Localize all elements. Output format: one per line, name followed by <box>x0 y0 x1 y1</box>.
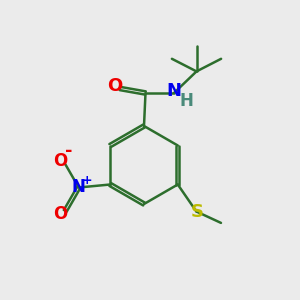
Text: N: N <box>71 178 85 196</box>
Text: O: O <box>107 77 122 95</box>
Text: -: - <box>65 142 73 160</box>
Text: N: N <box>167 82 182 100</box>
Text: +: + <box>82 174 92 188</box>
Text: O: O <box>54 205 68 223</box>
Text: S: S <box>190 203 203 221</box>
Text: O: O <box>53 152 67 170</box>
Text: H: H <box>180 92 194 110</box>
